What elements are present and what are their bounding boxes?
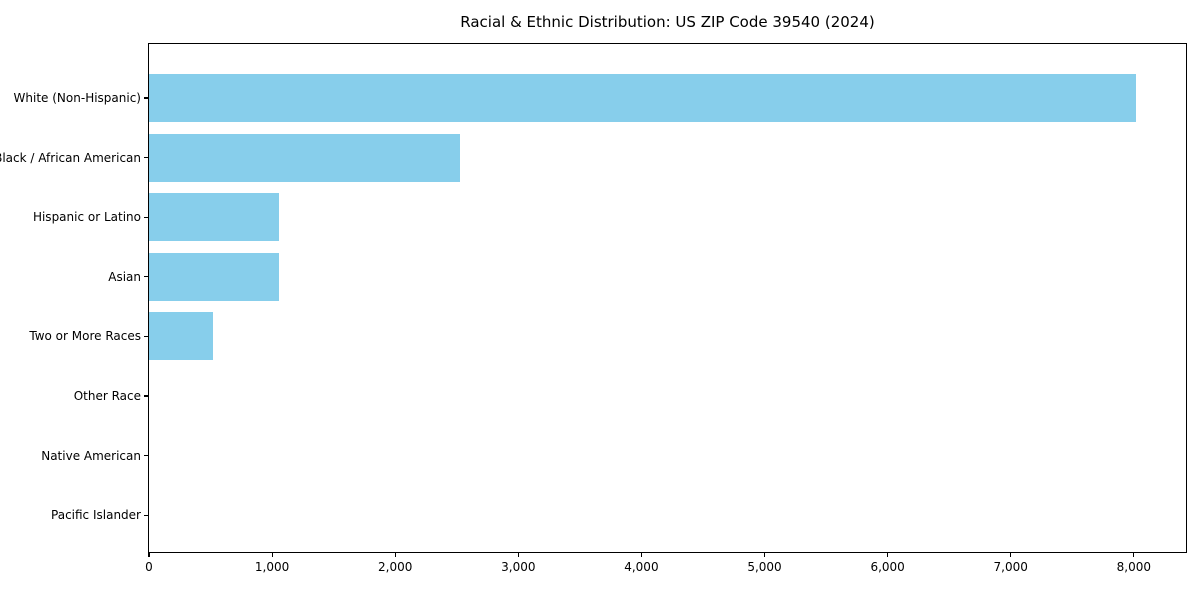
x-tick-mark — [271, 552, 273, 557]
y-axis-label: Two or More Races — [29, 329, 141, 344]
y-axis-label: Other Race — [73, 389, 141, 403]
y-tick-mark — [144, 157, 149, 159]
y-axis-label: Black / African American — [0, 150, 141, 165]
y-tick-mark — [144, 97, 149, 99]
y-axis-label: Asian — [108, 269, 141, 284]
plot-area: White (Non-Hispanic) Black / African Amer… — [0, 43, 1187, 574]
y-axis-label: White (Non-Hispanic) — [13, 91, 141, 105]
y-axis-label: Native American — [41, 448, 141, 463]
chart-title: Racial & Ethnic Distribution: US ZIP Cod… — [460, 13, 875, 31]
y-tick-mark — [144, 395, 149, 397]
y-tick-mark — [144, 455, 149, 457]
x-tick-label: 2,000 — [378, 560, 413, 574]
x-tick-label: 7,000 — [993, 560, 1028, 574]
bar-black-african-american — [149, 133, 461, 182]
x-tick-label: 3,000 — [501, 560, 536, 574]
x-tick-mark — [394, 552, 396, 557]
y-axis-label: Hispanic or Latino — [32, 210, 141, 225]
x-tick-label: 6,000 — [870, 560, 905, 574]
x-tick-mark — [1133, 552, 1135, 557]
bar-two-or-more-races — [149, 312, 213, 361]
bar-hispanic-or-latino — [149, 193, 280, 242]
x-tick-label: 8,000 — [1116, 560, 1152, 574]
y-axis-label: Pacific Islander — [51, 508, 141, 523]
bar-white-non-hispanic — [149, 74, 1137, 122]
x-tick-label: 0 — [145, 560, 153, 574]
y-tick-mark — [144, 216, 149, 218]
x-tick-mark — [517, 552, 519, 557]
x-tick-mark — [1010, 552, 1012, 557]
x-tick-mark — [148, 552, 150, 557]
y-tick-mark — [144, 514, 149, 516]
x-tick-mark — [763, 552, 766, 557]
y-tick-mark — [144, 335, 149, 337]
x-tick-label: 1,000 — [254, 560, 290, 574]
x-tick-mark — [887, 552, 889, 557]
x-tick-label: 5,000 — [747, 560, 782, 574]
y-tick-mark — [144, 276, 149, 278]
x-tick-mark — [640, 552, 642, 557]
x-tick-label: 4,000 — [624, 560, 659, 574]
bar-asian — [149, 252, 280, 301]
